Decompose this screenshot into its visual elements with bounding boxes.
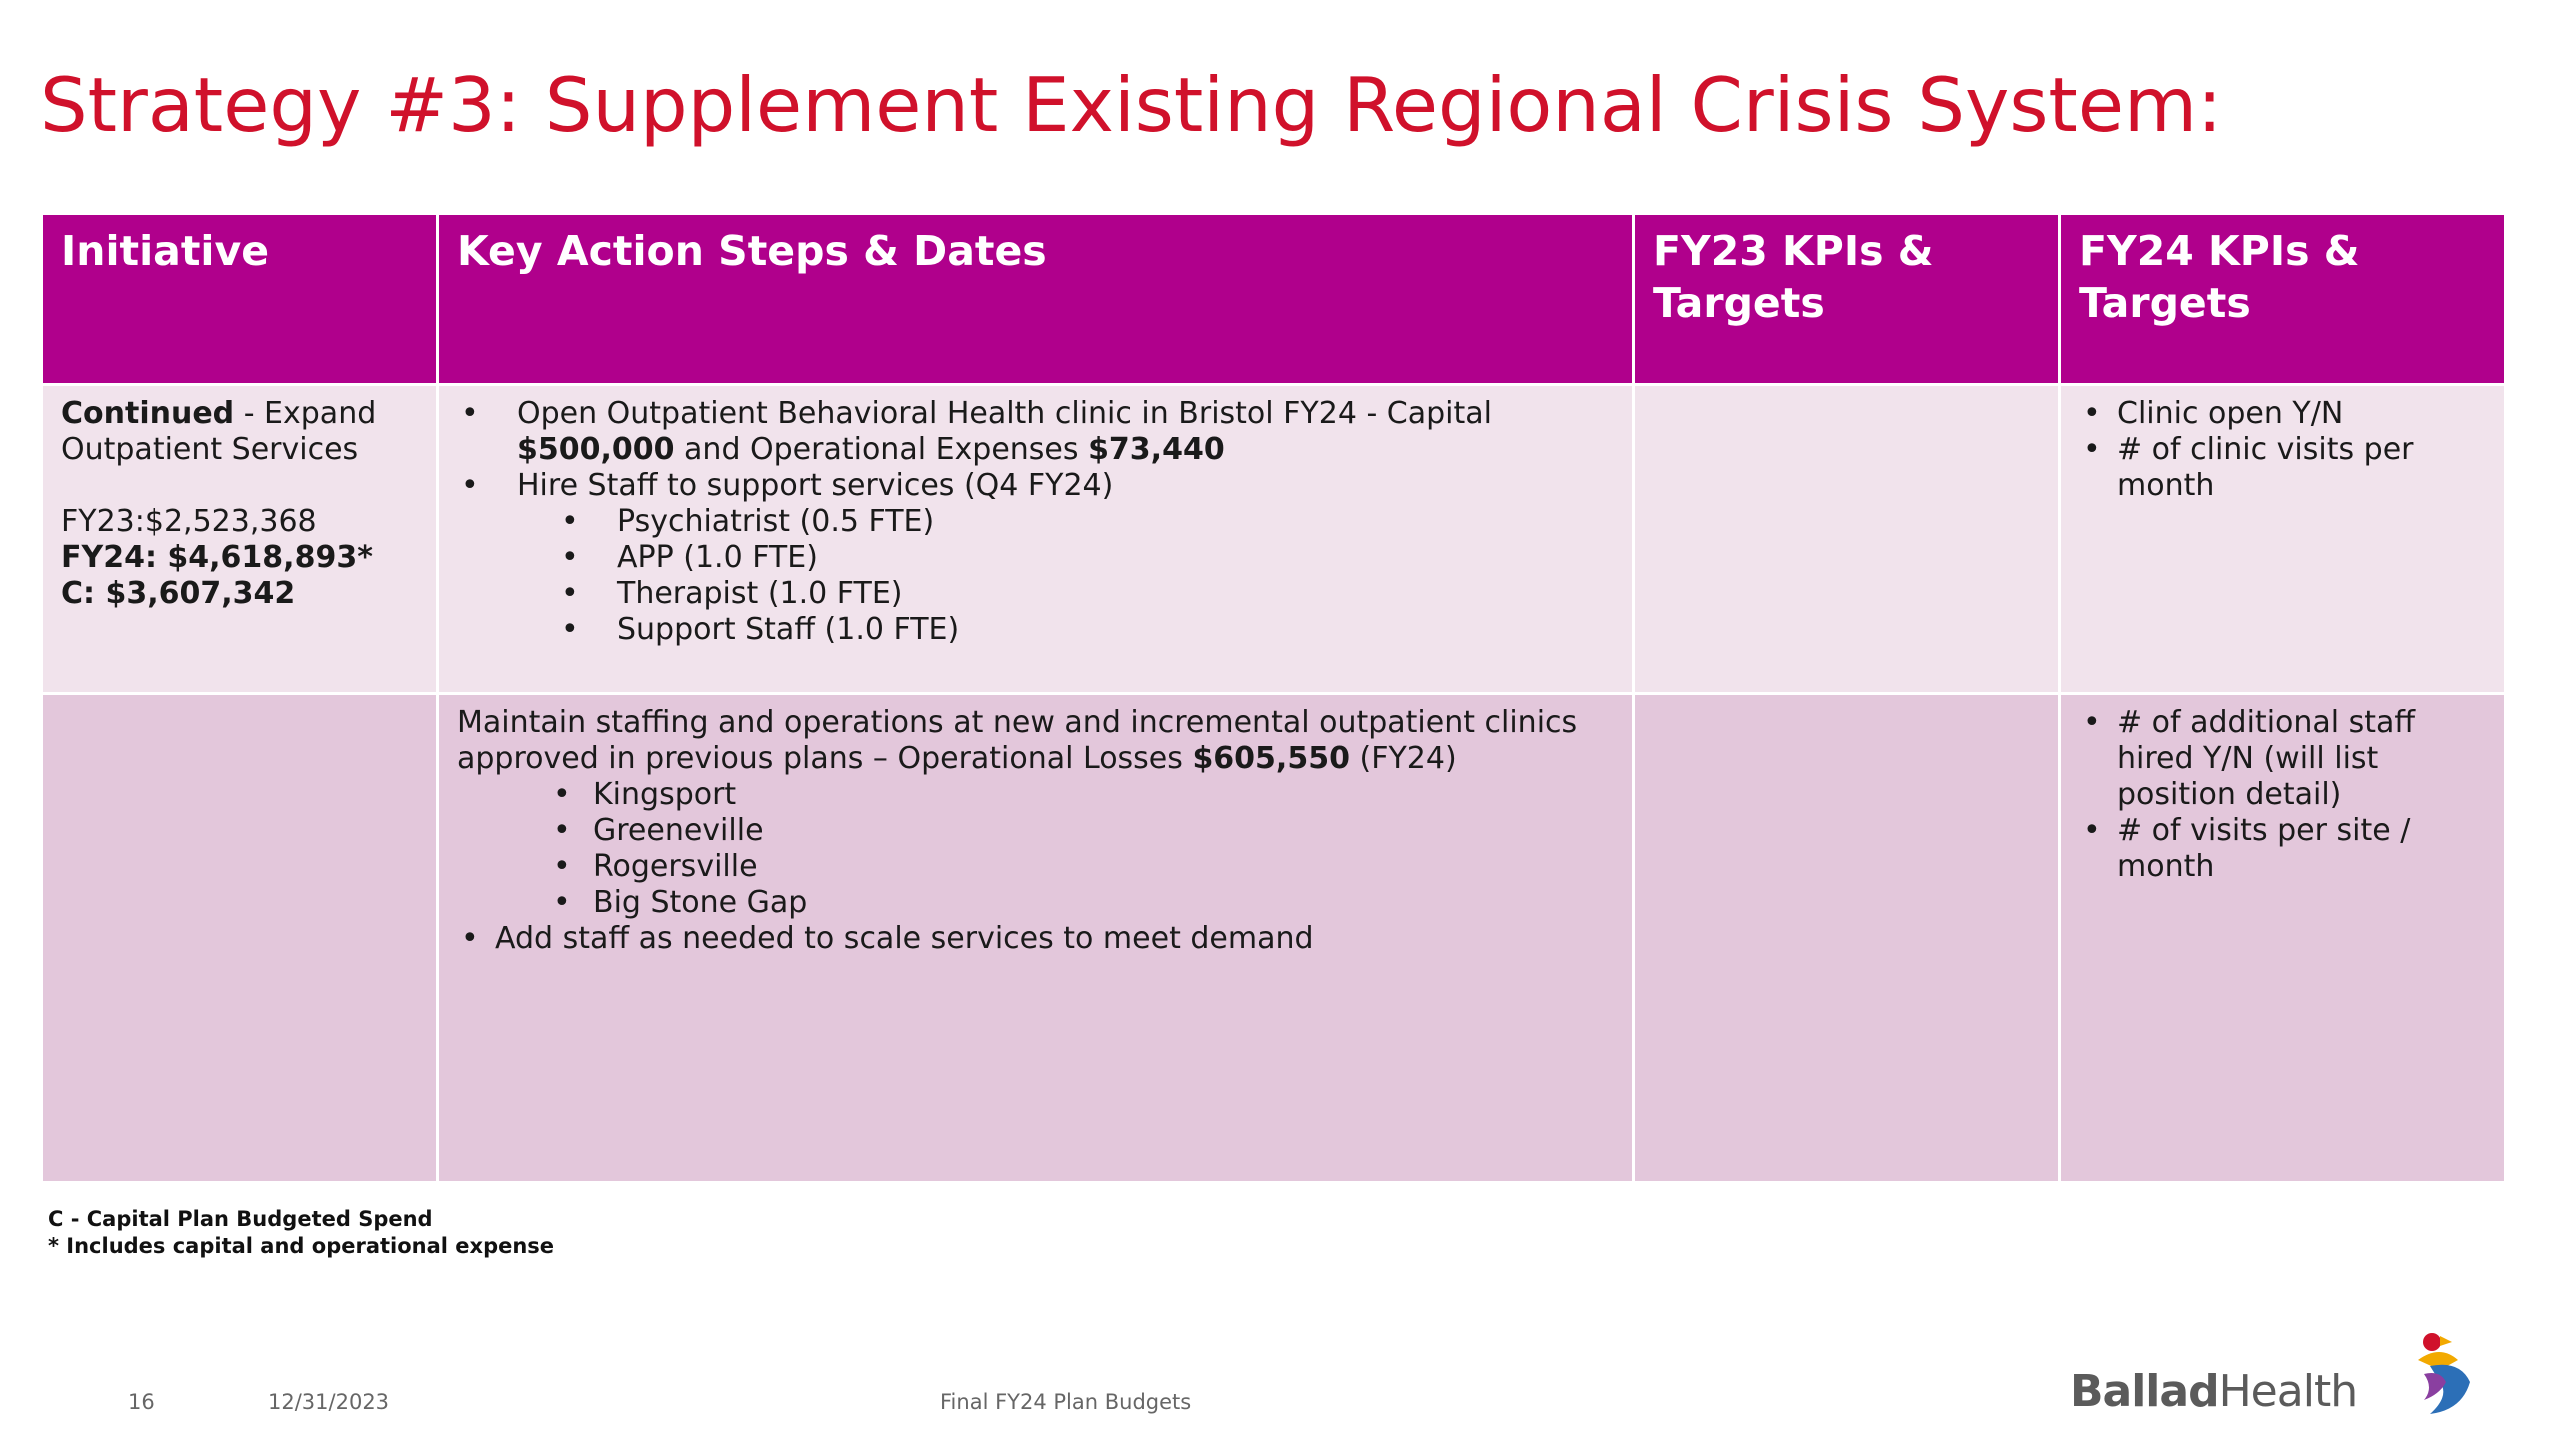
table-header-row: Initiative Key Action Steps & Dates FY23… <box>40 212 2507 386</box>
header-initiative: Initiative <box>40 212 439 386</box>
header-fy24-kpis: FY24 KPIs & Targets <box>2058 212 2507 386</box>
list-item: Psychiatrist (0.5 FTE) <box>457 504 1614 540</box>
list-item: Kingsport <box>457 777 1614 813</box>
fy23-kpis-cell <box>1632 692 2061 1184</box>
ballad-health-logo: BalladHealth <box>2070 1330 2490 1420</box>
fy24-amount: FY24: $4,618,893* <box>61 540 373 575</box>
action-steps-cell: Open Outpatient Behavioral Health clinic… <box>436 383 1635 695</box>
table-row: Continued - Expand Outpatient Services F… <box>40 383 2507 695</box>
footer-date: 12/31/2023 <box>268 1390 390 1414</box>
strategy-table: Initiative Key Action Steps & Dates FY23… <box>40 212 2507 1184</box>
footnote-capital: C - Capital Plan Budgeted Spend <box>48 1207 433 1231</box>
footnotes: C - Capital Plan Budgeted Spend * Includ… <box>48 1206 554 1260</box>
fy23-kpis-cell <box>1632 383 2061 695</box>
initiative-name: - Expand Outpatient Services <box>61 396 377 467</box>
header-key-action-steps: Key Action Steps & Dates <box>436 212 1635 386</box>
list-item: # of visits per site / month <box>2079 813 2486 885</box>
initiative-cell <box>40 692 439 1184</box>
list-item: Greeneville <box>457 813 1614 849</box>
action-description: Maintain staffing and operations at new … <box>457 705 1578 776</box>
page-number: 16 <box>128 1390 155 1414</box>
list-item: Big Stone Gap <box>457 885 1614 921</box>
fy24-kpis-cell: Clinic open Y/N # of clinic visits per m… <box>2058 383 2507 695</box>
list-item: # of clinic visits per month <box>2079 432 2486 504</box>
fy24-kpis-cell: # of additional staff hired Y/N (will li… <box>2058 692 2507 1184</box>
list-item: Add staff as needed to scale services to… <box>457 921 1614 957</box>
slide-title: Strategy #3: Supplement Existing Regiona… <box>40 61 2223 149</box>
fy23-amount: FY23:$2,523,368 <box>61 504 317 539</box>
list-item: Open Outpatient Behavioral Health clinic… <box>457 396 1614 468</box>
initiative-status: Continued <box>61 396 235 431</box>
list-item: Therapist (1.0 FTE) <box>457 576 1614 612</box>
list-item: Support Staff (1.0 FTE) <box>457 612 1614 648</box>
action-steps-cell: Maintain staffing and operations at new … <box>436 692 1635 1184</box>
ballad-health-bird-icon <box>2418 1333 2470 1414</box>
logo-wordmark: BalladHealth <box>2070 1366 2358 1417</box>
list-item: Rogersville <box>457 849 1614 885</box>
header-fy23-kpis: FY23 KPIs & Targets <box>1632 212 2061 386</box>
table-row: Maintain staffing and operations at new … <box>40 692 2507 1184</box>
initiative-cell: Continued - Expand Outpatient Services F… <box>40 383 439 695</box>
list-item: # of additional staff hired Y/N (will li… <box>2079 705 2486 813</box>
footnote-expense: * Includes capital and operational expen… <box>48 1234 555 1258</box>
list-item: APP (1.0 FTE) <box>457 540 1614 576</box>
list-item: Hire Staff to support services (Q4 FY24) <box>457 468 1614 504</box>
list-item: Clinic open Y/N <box>2079 396 2486 432</box>
initiative-description: Continued - Expand Outpatient Services <box>61 396 418 468</box>
footer-label: Final FY24 Plan Budgets <box>940 1390 1192 1414</box>
capital-amount: C: $3,607,342 <box>61 576 296 611</box>
